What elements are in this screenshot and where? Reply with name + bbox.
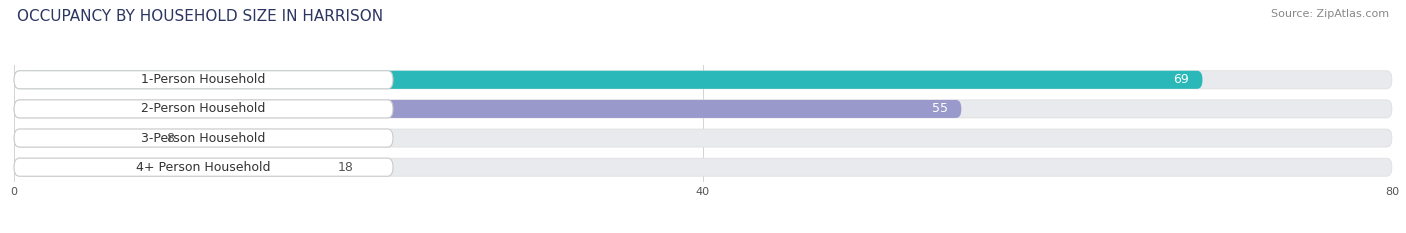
FancyBboxPatch shape — [14, 158, 394, 176]
FancyBboxPatch shape — [14, 71, 394, 89]
FancyBboxPatch shape — [14, 158, 1392, 176]
FancyBboxPatch shape — [14, 71, 1202, 89]
FancyBboxPatch shape — [14, 129, 394, 147]
FancyBboxPatch shape — [14, 100, 1392, 118]
FancyBboxPatch shape — [14, 71, 1392, 89]
Text: 4+ Person Household: 4+ Person Household — [136, 161, 271, 174]
Text: 8: 8 — [166, 132, 173, 144]
Text: 3-Person Household: 3-Person Household — [142, 132, 266, 144]
Text: 2-Person Household: 2-Person Household — [142, 103, 266, 115]
FancyBboxPatch shape — [14, 129, 1392, 147]
FancyBboxPatch shape — [14, 158, 325, 176]
FancyBboxPatch shape — [14, 100, 394, 118]
Text: 55: 55 — [932, 103, 948, 115]
Text: 18: 18 — [337, 161, 354, 174]
FancyBboxPatch shape — [14, 129, 152, 147]
Text: 1-Person Household: 1-Person Household — [142, 73, 266, 86]
Text: 69: 69 — [1173, 73, 1188, 86]
Text: OCCUPANCY BY HOUSEHOLD SIZE IN HARRISON: OCCUPANCY BY HOUSEHOLD SIZE IN HARRISON — [17, 9, 382, 24]
FancyBboxPatch shape — [14, 100, 962, 118]
Text: Source: ZipAtlas.com: Source: ZipAtlas.com — [1271, 9, 1389, 19]
